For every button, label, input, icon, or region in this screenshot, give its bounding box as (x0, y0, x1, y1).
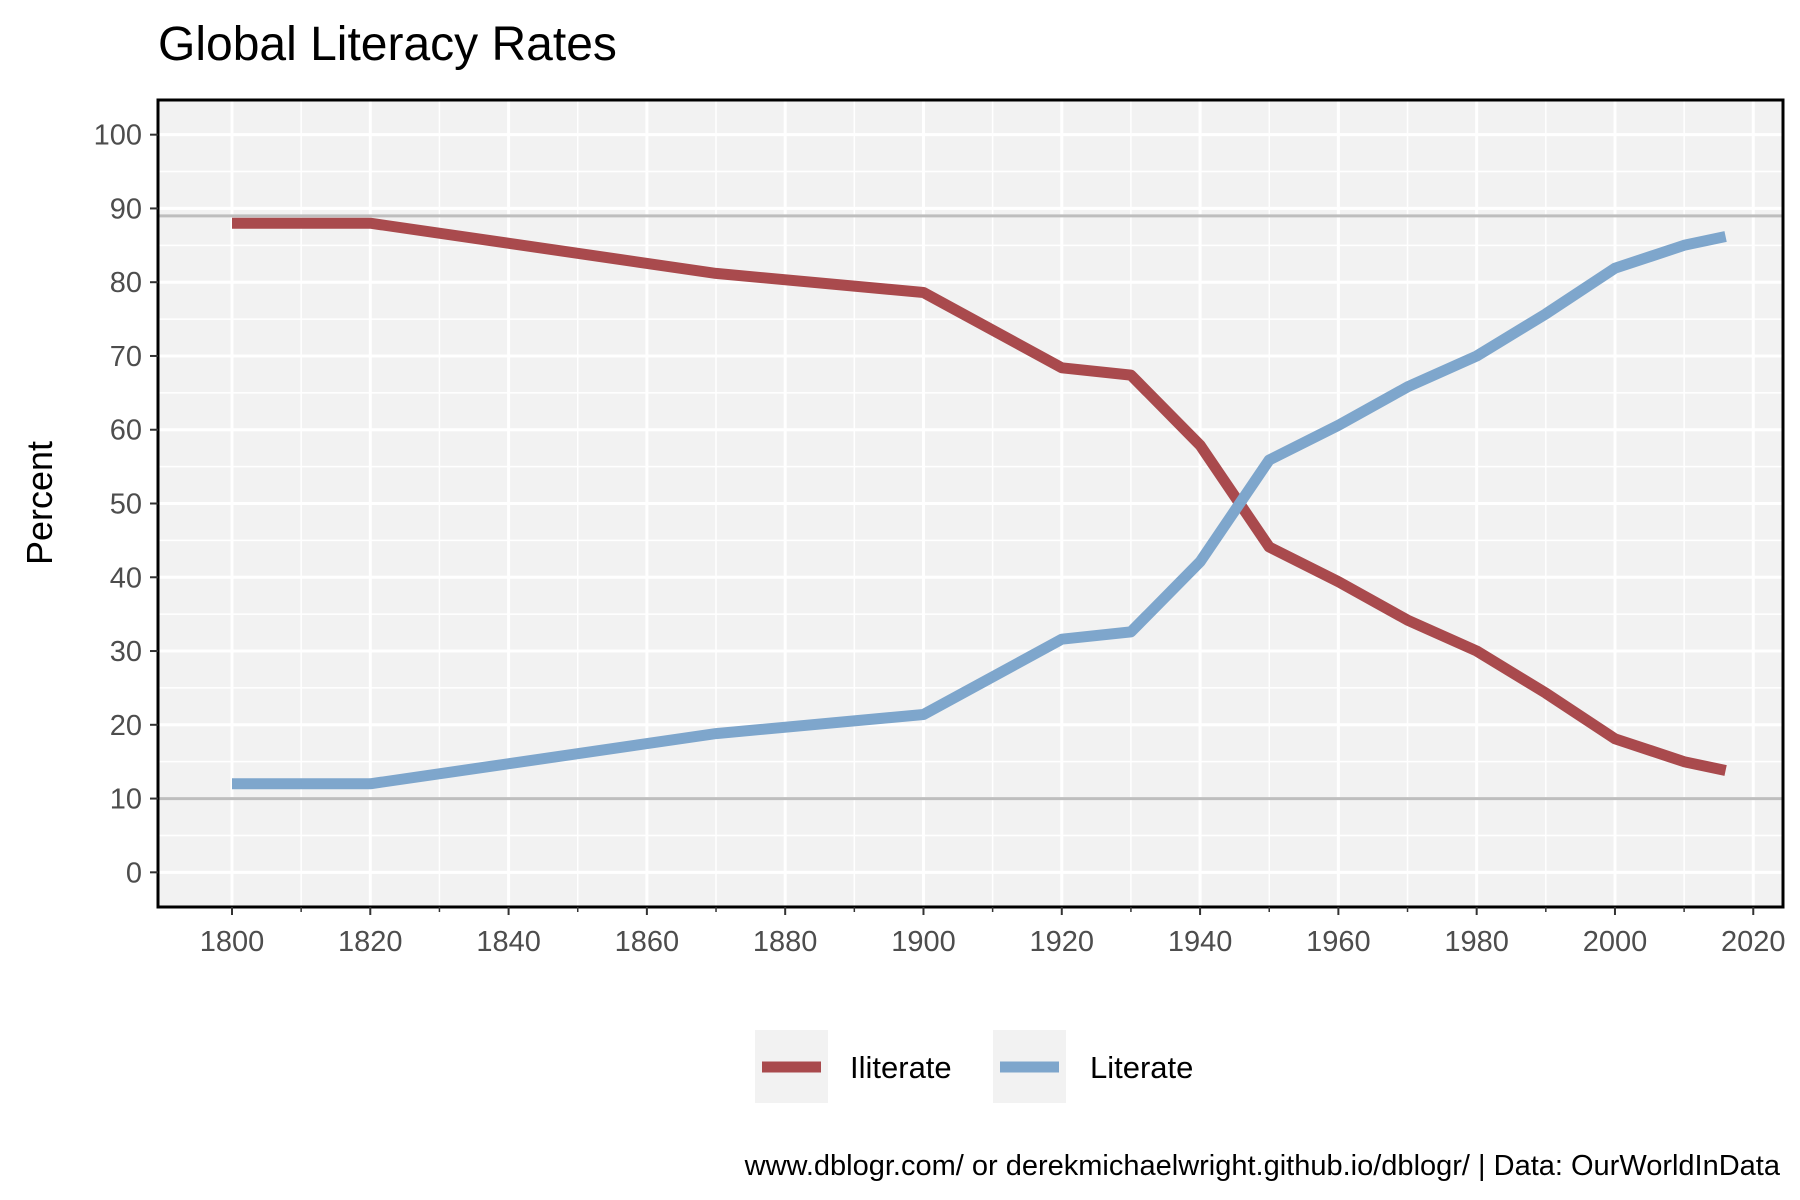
x-tick-label: 1900 (891, 926, 956, 958)
grid-lines (158, 100, 1783, 907)
series-lines (232, 217, 1727, 790)
y-axis: 0 10 20 30 40 50 60 70 80 90 100 (94, 120, 158, 889)
x-tick-label: 2020 (1721, 926, 1786, 958)
y-tick-label: 30 (110, 636, 142, 668)
y-tick-label: 50 (110, 489, 142, 521)
chart-title: Global Literacy Rates (158, 18, 617, 71)
y-tick-label: 10 (110, 784, 142, 816)
reference-lines (158, 214, 1783, 801)
x-tick-label: 1840 (476, 926, 541, 958)
y-axis-title: Percent (19, 441, 60, 565)
series-line-iliterate (232, 217, 1727, 776)
x-tick-label: 1940 (1168, 926, 1233, 958)
series-line-literate (232, 231, 1727, 790)
x-tick-label: 1860 (615, 926, 680, 958)
x-tick-label: 1820 (338, 926, 403, 958)
legend-label-iliterate: Iliterate (850, 1050, 952, 1085)
y-tick-label: 100 (94, 120, 142, 152)
y-tick-label: 70 (110, 341, 142, 373)
x-tick-label: 1800 (200, 926, 265, 958)
x-tick-label: 1960 (1306, 926, 1371, 958)
y-tick-label: 40 (110, 562, 142, 594)
y-tick-label: 90 (110, 193, 142, 225)
x-tick-label: 1980 (1444, 926, 1509, 958)
x-tick-label: 1880 (753, 926, 818, 958)
chart-caption: www.dblogr.com/ or derekmichaelwright.gi… (744, 1150, 1781, 1182)
legend: Iliterate Literate (755, 1030, 1193, 1103)
legend-label-literate: Literate (1090, 1050, 1193, 1085)
x-axis: 1800 1820 1840 1860 1880 1900 1920 1940 1960 1980… (200, 907, 1786, 958)
y-tick-label: 80 (110, 267, 142, 299)
y-tick-label: 0 (126, 857, 142, 889)
y-tick-label: 20 (110, 710, 142, 742)
y-tick-label: 60 (110, 415, 142, 447)
x-tick-label: 1920 (1030, 926, 1095, 958)
x-tick-label: 2000 (1583, 926, 1648, 958)
